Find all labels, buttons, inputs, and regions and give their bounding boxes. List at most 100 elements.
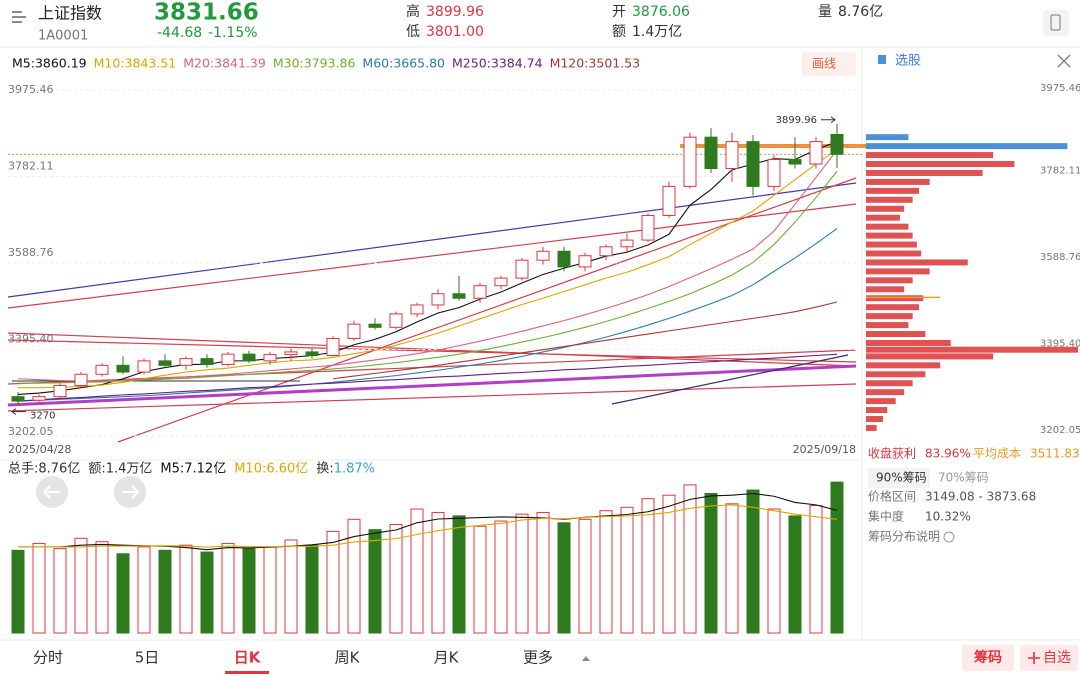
volume-bar — [830, 481, 844, 634]
ma-legend: M5:3860.19 — [12, 56, 87, 71]
watchlist-button[interactable] — [1020, 645, 1078, 671]
y-tick-label: 3588.76 — [8, 246, 54, 259]
candle-body — [599, 246, 613, 257]
period-tab[interactable]: 周K — [335, 649, 361, 667]
chip-bar — [866, 286, 905, 293]
candle-body — [221, 353, 235, 365]
ma-legend: M120:3501.53 — [550, 56, 641, 71]
chips-button[interactable] — [962, 645, 1014, 671]
period-tab[interactable]: 分时 — [33, 649, 63, 667]
candle-body — [473, 285, 487, 299]
volume-bar — [242, 548, 256, 634]
candle-body — [641, 214, 655, 241]
help-link[interactable]: 筹码分布说明 — [868, 529, 940, 544]
volume-bar — [452, 515, 466, 634]
ma-line — [17, 149, 838, 382]
chip-tab[interactable]: 90%筹码 — [876, 471, 927, 485]
y2-tick-label: 3202.05 — [1040, 425, 1080, 436]
chip-bar — [866, 187, 919, 194]
plus-icon — [1028, 652, 1040, 664]
chip-bar — [866, 277, 913, 284]
candle-body — [389, 313, 403, 328]
candle-body — [158, 360, 172, 366]
period-tab[interactable]: 更多 — [523, 649, 553, 667]
candle-body — [515, 259, 529, 279]
chip-bar — [866, 424, 877, 431]
candle-body — [200, 358, 214, 365]
high: 3899.96 — [426, 4, 484, 20]
trend-line — [7, 332, 857, 367]
range: 3149.08 - 3873.68 — [925, 490, 1036, 504]
index-name: 上证指数 — [38, 4, 102, 23]
volume-bar — [32, 542, 46, 634]
menu-icon[interactable] — [12, 11, 26, 23]
chip-tab[interactable]: 70%筹码 — [938, 471, 989, 485]
candle-body — [53, 384, 67, 398]
prev-arrow — [42, 485, 60, 499]
candle-body — [368, 323, 382, 328]
chip-bar — [866, 346, 1078, 353]
period-tab[interactable]: 日K — [234, 649, 262, 667]
chip-bar — [866, 205, 905, 212]
candle-body — [557, 250, 571, 268]
candle-body — [494, 277, 508, 287]
volume-bar — [746, 489, 760, 634]
volume-label: 量 — [818, 4, 832, 20]
chip-bar — [866, 416, 883, 423]
candle-body — [410, 304, 424, 315]
next-arrow — [122, 485, 140, 499]
chip-bar — [866, 313, 913, 320]
volume-bar — [704, 493, 718, 634]
candle-body — [242, 353, 256, 362]
low-label: 低 — [406, 24, 420, 40]
candle-body — [11, 396, 25, 402]
chip-bar — [866, 134, 909, 141]
stock-pick[interactable]: 选股 — [895, 54, 921, 69]
period-tab[interactable]: 月K — [434, 649, 460, 667]
candle-body — [578, 255, 592, 268]
rotate-button[interactable] — [1043, 10, 1069, 36]
volume-bar — [95, 541, 109, 634]
volume-bar — [368, 529, 382, 634]
chip-bar — [866, 295, 924, 302]
candle-body — [263, 354, 277, 362]
chip-bar — [866, 259, 968, 266]
watchlist-button-label[interactable]: 自选 — [1043, 650, 1071, 666]
draw-button-label[interactable]: 画线 — [812, 57, 836, 71]
low-annotation: 3270 — [30, 411, 55, 422]
period-tab[interactable]: 5日 — [135, 649, 160, 667]
candle-body — [179, 358, 193, 366]
index-code: 1A0001 — [38, 29, 88, 44]
tab-active[interactable] — [868, 468, 930, 488]
chip-bar — [866, 322, 909, 329]
volume-bar — [725, 503, 739, 634]
profit: 83.96% — [925, 447, 971, 461]
chips-button-label[interactable]: 筹码 — [974, 649, 1002, 666]
volume-legend: 总手:8.76亿 — [8, 462, 80, 477]
chip-bar — [866, 407, 888, 414]
chip-bar — [866, 362, 941, 369]
volume-bar — [74, 537, 88, 634]
close-icon[interactable] — [1057, 54, 1071, 68]
candle-body — [431, 293, 445, 306]
trend-line — [7, 182, 857, 298]
chip-bar — [866, 380, 913, 387]
help-icon[interactable] — [943, 531, 955, 543]
low: 3801.00 — [426, 24, 484, 40]
volume-bar — [557, 522, 571, 634]
ma-legend: M60:3665.80 — [362, 56, 445, 71]
conc-label: 集中度 — [868, 509, 904, 524]
volume: 8.76亿 — [838, 4, 883, 20]
trend-line — [611, 354, 849, 405]
chip-bar — [866, 398, 896, 405]
candle-body — [788, 159, 802, 165]
ma-legend: M20:3841.39 — [183, 56, 266, 71]
chip-bar — [866, 152, 994, 159]
chip-bar — [866, 268, 930, 275]
volume-bar — [305, 544, 319, 634]
volume-bar — [116, 553, 130, 634]
volume-legend: M10:6.60亿 — [234, 462, 308, 477]
candle-body — [620, 239, 634, 248]
candle-body — [32, 396, 46, 401]
draw-button[interactable] — [802, 52, 856, 76]
